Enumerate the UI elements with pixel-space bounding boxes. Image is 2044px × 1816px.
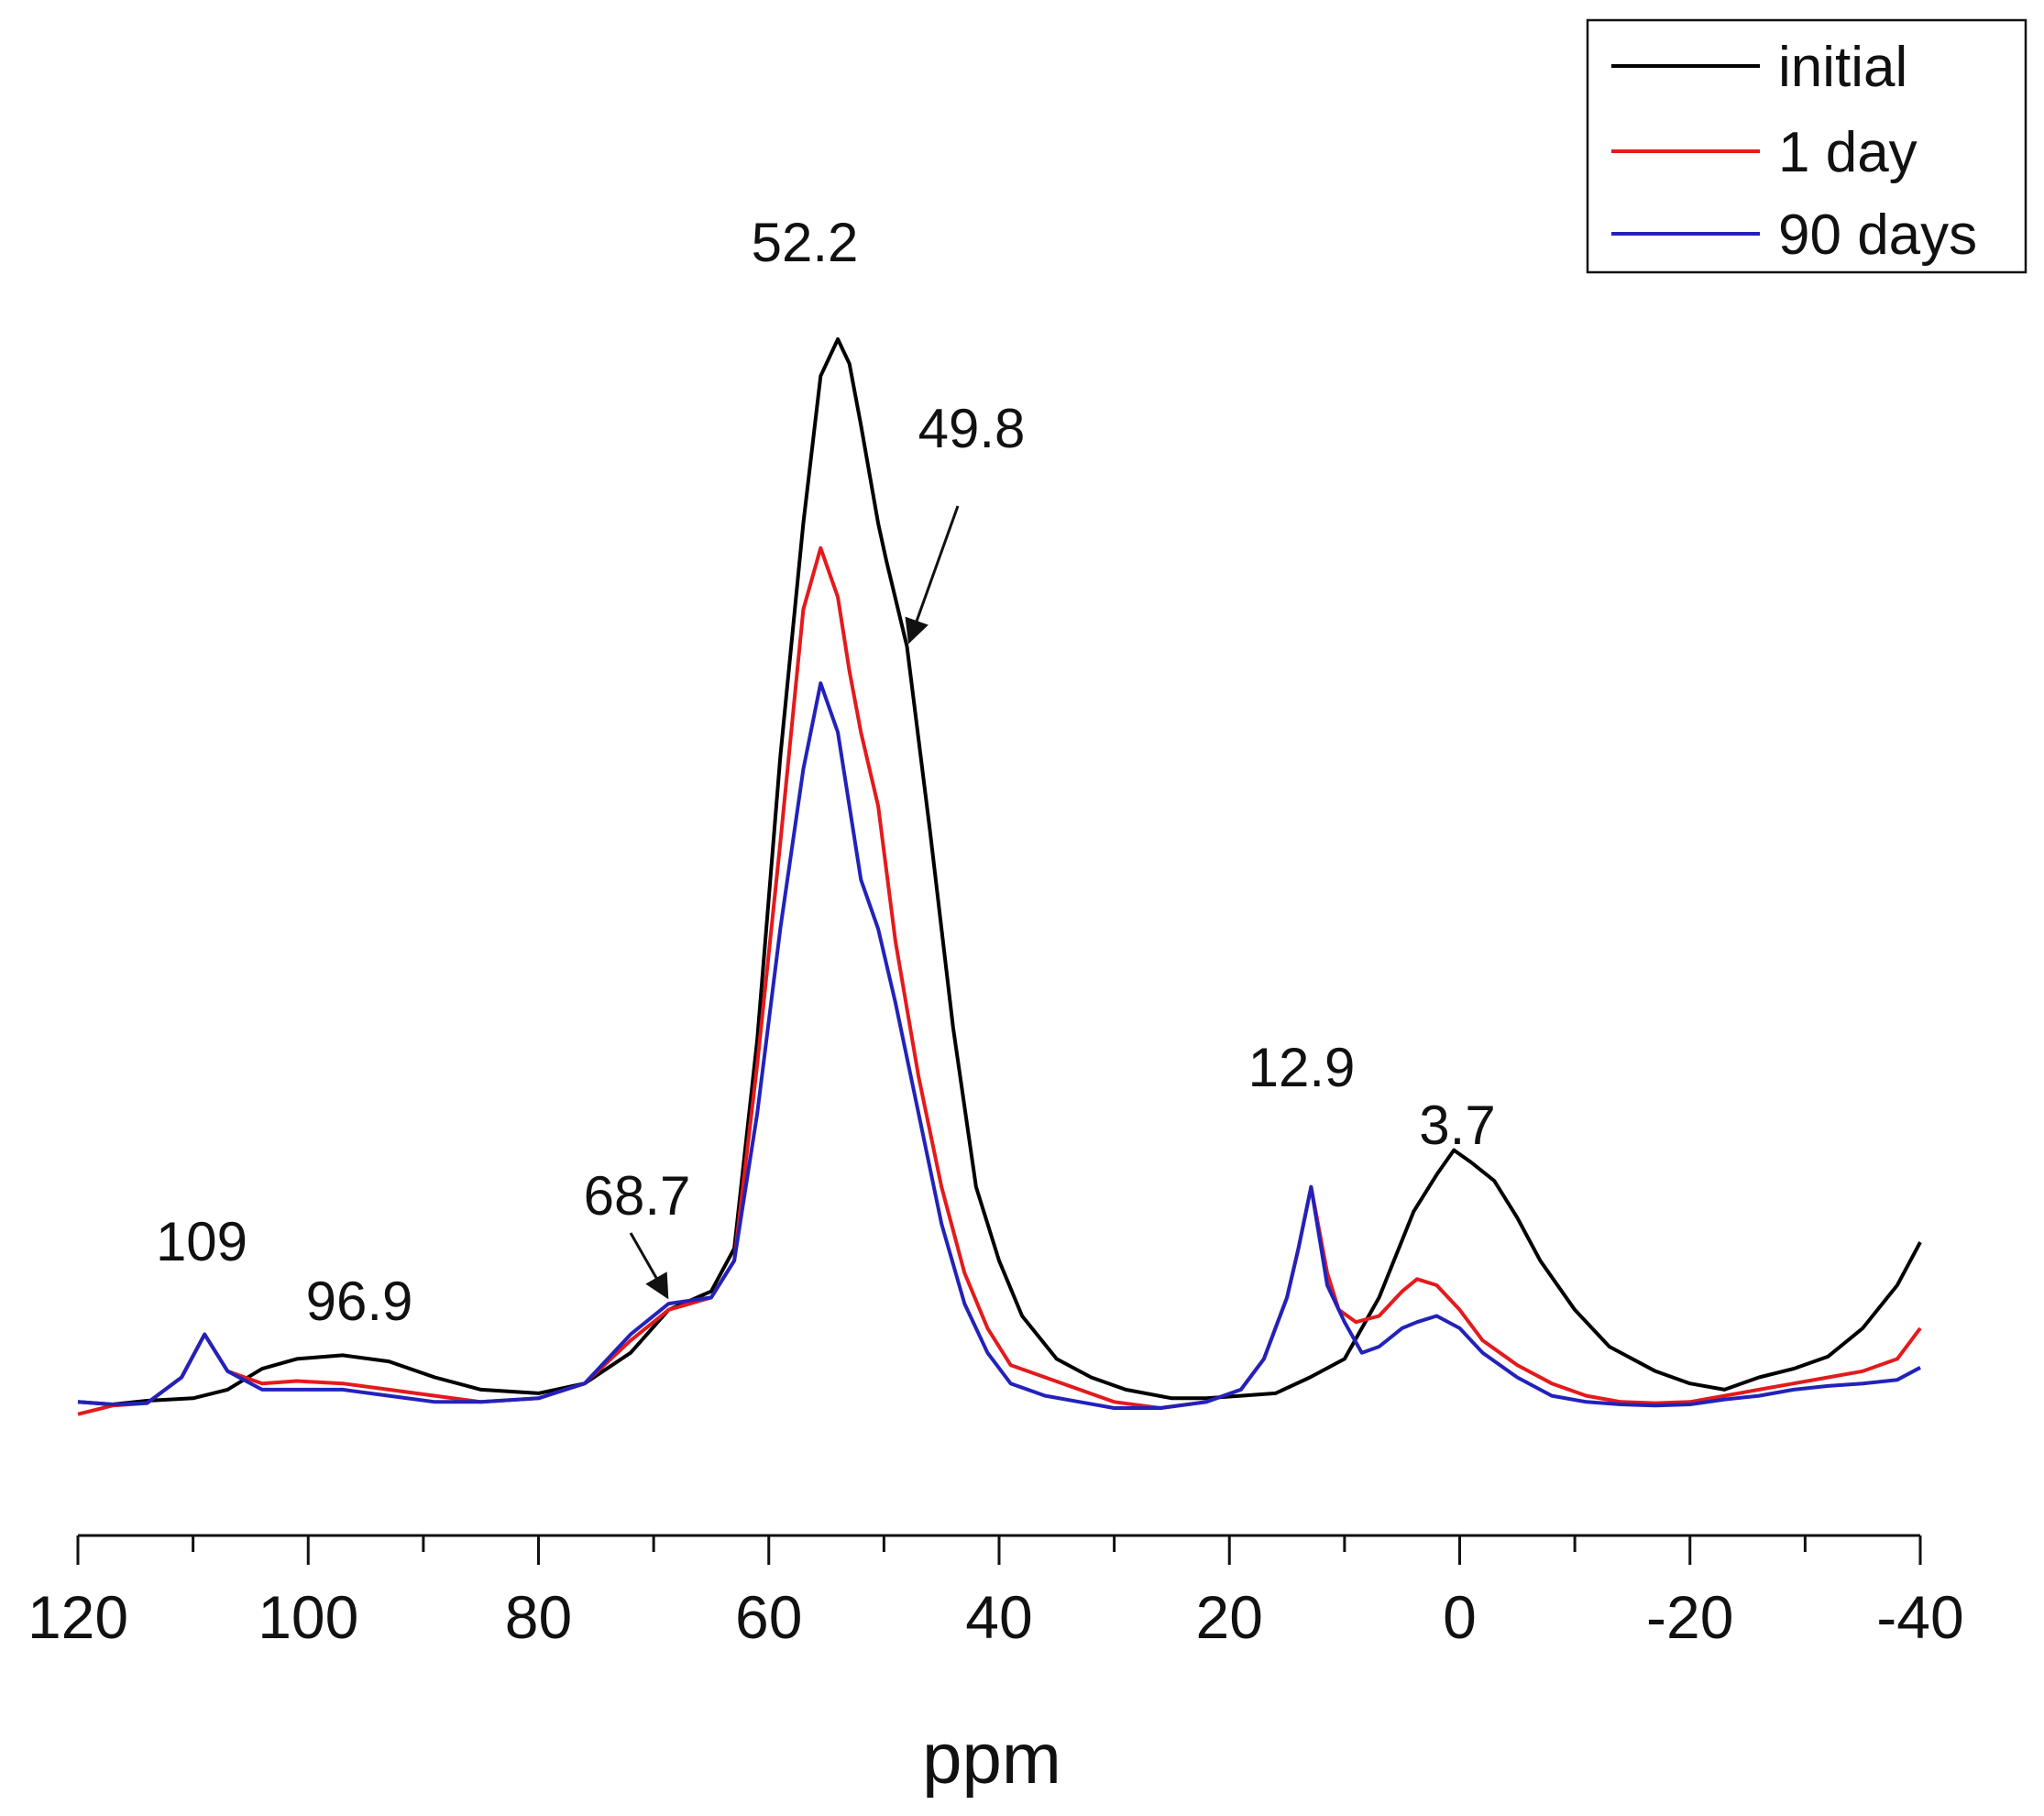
annotation-68-7: 68.7 (584, 1165, 691, 1227)
x-tick-label: 80 (505, 1583, 572, 1651)
legend-label-90-days: 90 days (1778, 204, 1977, 267)
x-tick-label: 40 (965, 1583, 1032, 1651)
x-axis-ticks: 120 100 80 60 40 20 0 -20 -40 (27, 1535, 1964, 1651)
legend-label-1-day: 1 day (1778, 121, 1918, 184)
peak-annotations: 52.2 49.8 68.7 109 96.9 12.9 3.7 (156, 212, 1496, 1332)
x-tick-label: 20 (1196, 1583, 1263, 1651)
x-tick-label: -40 (1876, 1583, 1963, 1651)
x-tick-label: 100 (258, 1583, 358, 1651)
annotation-68-7-arrow (629, 1232, 669, 1300)
annotation-3-7: 3.7 (1419, 1095, 1495, 1156)
annotation-12-9: 12.9 (1248, 1037, 1356, 1098)
x-axis: 120 100 80 60 40 20 0 -20 -40 (27, 1534, 1964, 1651)
legend: initial 1 day 90 days (1586, 18, 2028, 274)
x-tick-label: 0 (1443, 1583, 1477, 1651)
series-line-90-days (77, 681, 1921, 1410)
annotation-96-9: 96.9 (306, 1271, 413, 1332)
x-tick-label: 120 (27, 1583, 128, 1651)
series-line-initial (77, 337, 1922, 1406)
annotation-109: 109 (156, 1211, 247, 1272)
legend-label-initial: initial (1778, 36, 1907, 99)
annotation-49-8: 49.8 (918, 398, 1026, 459)
x-axis-title: ppm (922, 1718, 1061, 1799)
x-tick-label: -20 (1646, 1583, 1733, 1651)
series-line-1-day (77, 545, 1922, 1416)
annotation-52-2: 52.2 (752, 212, 859, 273)
annotation-49-8-arrow (905, 505, 960, 644)
series-layer (77, 337, 1922, 1416)
x-tick-label: 60 (735, 1583, 802, 1651)
legend-box (1586, 18, 2028, 274)
